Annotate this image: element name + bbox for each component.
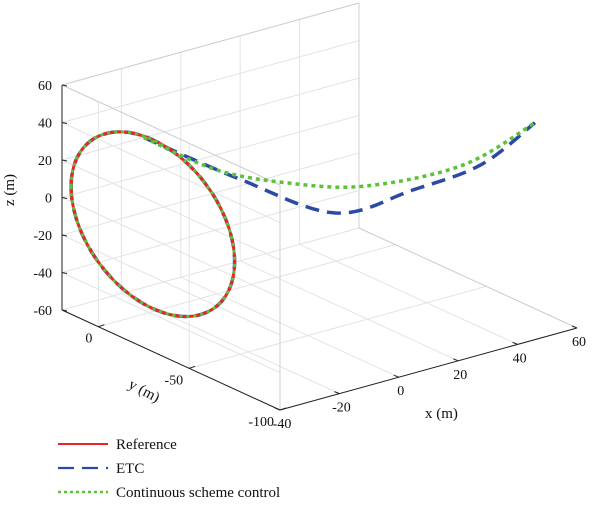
series-continuous-tail [143,121,536,189]
box-edge-top-side [61,84,281,186]
x-tick-mark-4 [512,341,518,345]
y-tick-label-2: 0 [85,332,92,347]
axes-box [61,2,578,411]
legend-label-etc: ETC [116,461,144,477]
grid-line-z-back-5 [61,40,360,123]
x-tick-mark-1 [334,391,340,395]
z-tick-label-4: 20 [38,154,52,169]
series-etc-circle [69,130,237,319]
z-tick-mark-1 [61,272,68,274]
x-tick-mark-0 [274,407,281,411]
box-edge-floor-right [358,227,578,329]
z-tick-mark-5 [61,122,68,124]
series-continuous-circle [69,130,237,319]
grid-line-x-floor-3 [239,260,459,362]
series-reference-circle [69,130,237,319]
x-tick-label-4: 40 [513,351,527,366]
grid-line-x-floor-4 [299,243,518,345]
grid-line-z-back-3 [61,115,360,198]
grid-line-z-side-5 [61,122,281,223]
grid-line-z-back-0 [61,227,360,311]
grid-line-z-side-2 [61,234,281,336]
y-tick-mark-2 [98,324,105,328]
legend: Reference ETC Continuous scheme control [58,437,280,501]
y-tick-label-1: -50 [164,373,183,388]
z-tick-label-5: 40 [38,117,52,132]
grid-line-z-back-4 [61,77,360,161]
z-tick-label-6: 60 [38,79,52,94]
axis-line-x [279,327,578,411]
y-tick-label-0: -100 [248,415,274,430]
z-axis-label: z (m) [2,174,18,206]
series-etc-tail [143,121,537,215]
x-tick-mark-2 [393,374,399,378]
grid-line-z-side-1 [61,272,281,373]
z-tick-label-1: -40 [33,267,52,282]
legend-label-reference: Reference [116,437,177,453]
z-tick-mark-2 [61,234,68,237]
z-tick-label-3: 0 [45,192,52,207]
legend-label-continuous: Continuous scheme control [116,485,280,501]
x-tick-label-0: -40 [273,417,292,432]
z-tick-mark-4 [61,159,68,162]
z-tick-label-2: -20 [33,229,52,244]
grid-line-z-side-4 [61,159,281,261]
x-axis-label: x (m) [425,406,458,422]
axis-line-y [61,309,281,411]
x-tick-label-3: 20 [453,368,467,383]
z-tick-mark-3 [61,197,68,199]
y-tick-mark-0 [279,407,287,411]
x-tick-label-1: -20 [332,401,351,416]
y-tick-mark-1 [189,365,196,369]
x-tick-label-5: 60 [572,335,586,350]
box-edge-top-back [61,2,360,86]
grid-line-y-floor-1 [189,285,487,369]
x-tick-label-2: 0 [397,384,404,399]
grid-line-z-back-2 [61,152,360,236]
y-axis-label: y (m) [126,377,163,407]
series [69,121,537,319]
grid-line-z-side-3 [61,197,281,298]
grid-line-z-back-1 [61,190,360,273]
z-tick-mark-0 [61,309,68,312]
z-tick-mark-6 [61,84,68,87]
x-tick-mark-5 [571,325,578,329]
z-tick-label-0: -60 [33,304,52,319]
grid-line-x-floor-2 [180,276,400,378]
grid-line-y-floor-2 [98,244,396,328]
tick-labels: -40 -20 0 20 40 60 -100 -50 0 -60 -40 -20 0 20 40 60 [33,79,586,432]
x-tick-mark-3 [453,358,459,362]
